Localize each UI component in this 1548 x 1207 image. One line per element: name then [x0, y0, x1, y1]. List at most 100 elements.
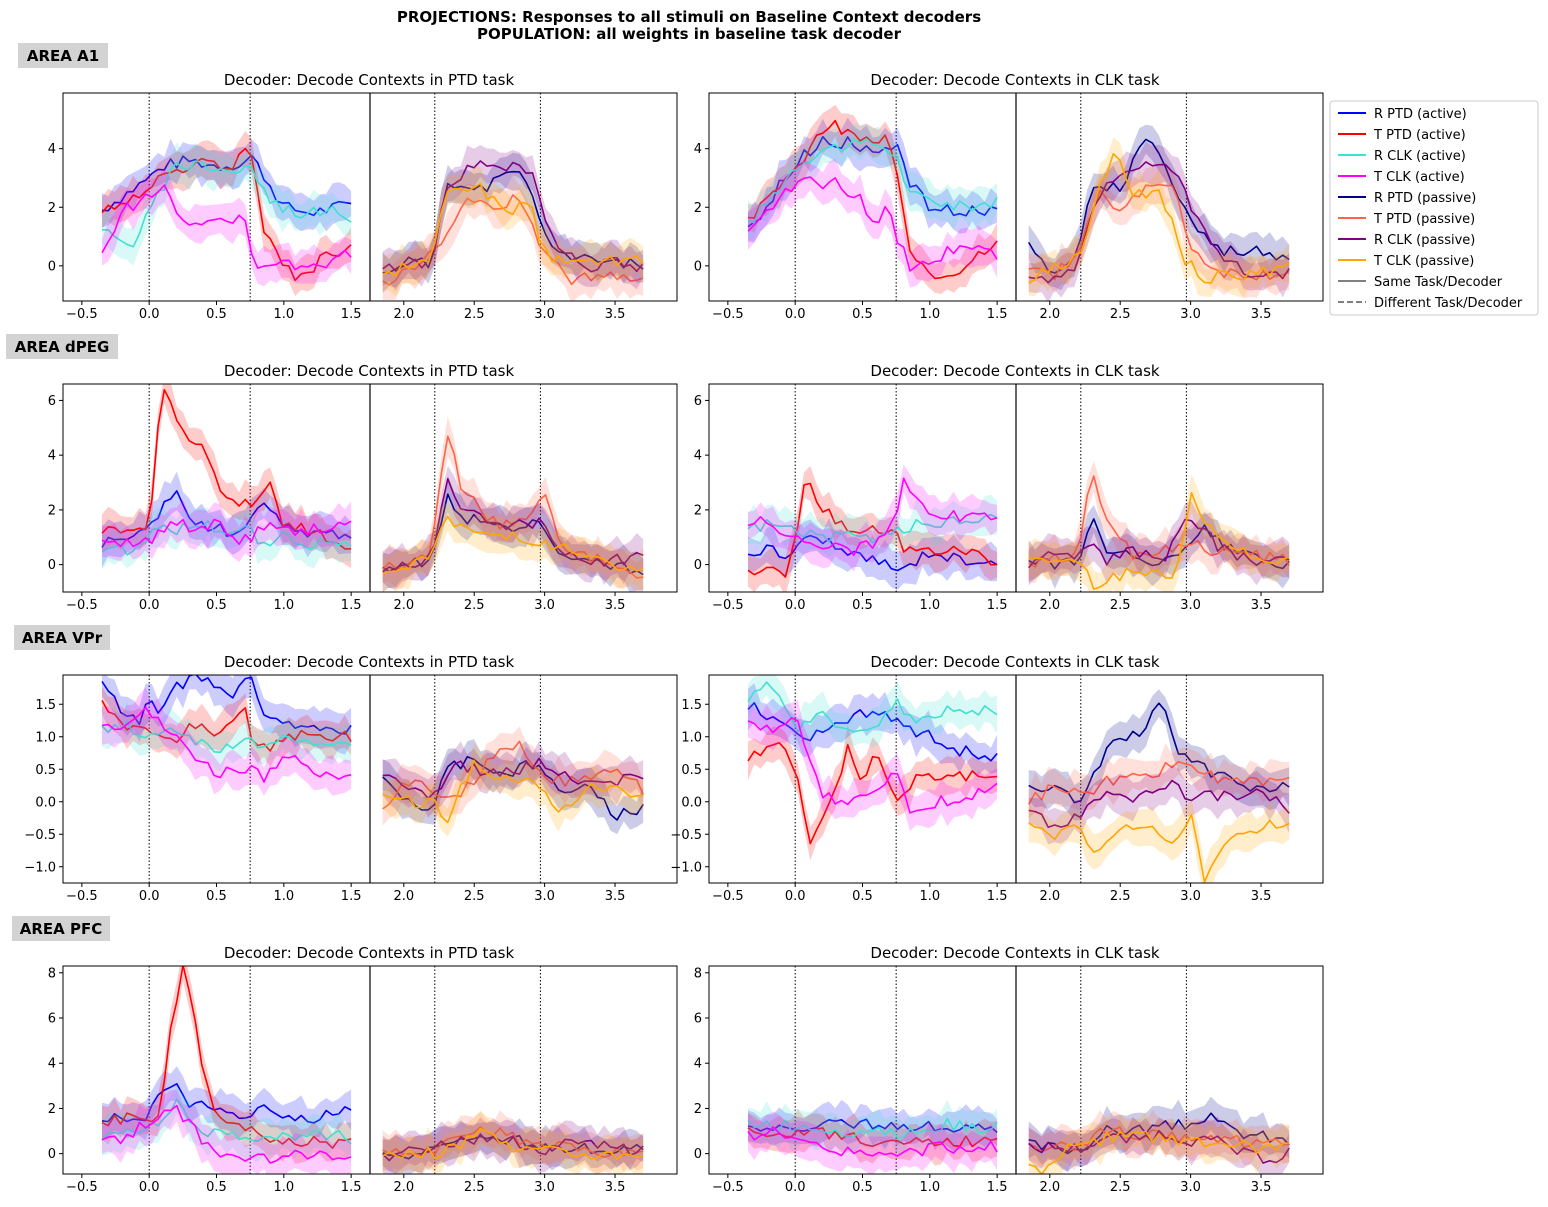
- series-line: [747, 513, 998, 544]
- series-line: [1028, 813, 1290, 883]
- y-tick-label: 8: [694, 966, 702, 981]
- series-line: [747, 138, 998, 224]
- confidence-band: [748, 683, 998, 775]
- series-group: [747, 93, 1290, 301]
- series-line: [101, 675, 352, 735]
- x-tick-label: 0.5: [206, 598, 227, 613]
- series-line: [101, 184, 352, 271]
- legend-label: R PTD (passive): [1374, 191, 1476, 206]
- series-line: [1028, 1130, 1290, 1174]
- x-tick-label: −0.5: [66, 1180, 98, 1195]
- series-line: [382, 170, 644, 274]
- x-tick-label: 1.0: [919, 307, 940, 322]
- confidence-band: [382, 743, 644, 837]
- x-tick-label: 0.5: [206, 307, 227, 322]
- series-line: [1028, 702, 1290, 804]
- x-tick-label: 0.5: [852, 598, 873, 613]
- confidence-band: [1028, 505, 1290, 589]
- x-tick-label: −0.5: [712, 307, 744, 322]
- confidence-band: [102, 686, 352, 768]
- confidence-band: [748, 725, 998, 861]
- series-line: [382, 1127, 644, 1160]
- legend-label: R PTD (active): [1374, 107, 1467, 122]
- y-tick-label: 1.0: [35, 730, 56, 745]
- legend: R PTD (active) T PTD (active) R CLK (activ…: [1329, 100, 1539, 316]
- series-line: [382, 755, 644, 821]
- confidence-band: [382, 166, 644, 297]
- x-tick-label: 3.5: [1251, 889, 1272, 904]
- y-tick-label: 2: [48, 503, 56, 518]
- y-tick-label: 6: [48, 394, 56, 409]
- x-tick-label: 2.0: [393, 598, 414, 613]
- x-tick-label: 3.5: [1251, 598, 1272, 613]
- x-tick-label: 2.0: [1039, 598, 1060, 613]
- x-tick-label: 1.5: [341, 307, 362, 322]
- y-tick-label: 2: [694, 503, 702, 518]
- confidence-band: [382, 465, 644, 592]
- subplot-title: Decoder: Decode Contexts in PTD task: [224, 944, 515, 962]
- subplot-panel: Decoder: Decode Contexts in PTD task −0.5…: [48, 362, 678, 613]
- series-line: [747, 135, 998, 228]
- area-label: AREA A1: [27, 47, 99, 65]
- series-group: [747, 384, 1290, 592]
- x-tick-label: 3.5: [605, 307, 626, 322]
- y-tick-label: 0: [48, 1147, 56, 1162]
- x-tick-label: 3.5: [1251, 307, 1272, 322]
- confidence-band: [382, 145, 644, 291]
- legend-frame: [1329, 100, 1539, 316]
- y-tick-label: 0: [48, 259, 56, 274]
- series-line: [101, 147, 352, 282]
- confidence-band: [102, 384, 352, 569]
- x-tick-label: −0.5: [712, 889, 744, 904]
- confidence-band: [102, 507, 352, 570]
- subplot-title: Decoder: Decode Contexts in PTD task: [224, 71, 515, 89]
- confidence-band: [1028, 460, 1290, 584]
- confidence-band: [748, 1109, 998, 1166]
- series-line: [1028, 161, 1290, 284]
- confidence-band: [382, 475, 644, 592]
- x-tick-label: 3.0: [1180, 1180, 1201, 1195]
- y-tick-label: 2: [694, 201, 702, 216]
- x-tick-label: 2.5: [1110, 598, 1131, 613]
- x-tick-label: 1.0: [919, 598, 940, 613]
- x-tick-label: 3.5: [1251, 1180, 1272, 1195]
- series-line: [101, 154, 352, 217]
- area-label-box: [14, 625, 110, 650]
- subplot-panel: Decoder: Decode Contexts in PTD task −0.5…: [48, 944, 678, 1195]
- x-tick-label: 1.5: [341, 889, 362, 904]
- area-label-group: AREA dPEG: [6, 334, 118, 359]
- series-group: [101, 93, 644, 301]
- confidence-band: [382, 1117, 644, 1174]
- series-group: [747, 966, 1290, 1174]
- series-line: [101, 706, 352, 783]
- confidence-band: [382, 175, 644, 301]
- x-tick-label: 2.5: [464, 307, 485, 322]
- confidence-band: [1028, 689, 1290, 821]
- x-tick-label: 0.5: [852, 307, 873, 322]
- series-line: [1028, 491, 1290, 591]
- x-tick-label: 1.0: [273, 307, 294, 322]
- confidence-band: [102, 130, 352, 296]
- confidence-band: [382, 1118, 644, 1174]
- y-tick-label: 0: [694, 558, 702, 573]
- area-label-group: AREA VPr: [14, 625, 110, 650]
- subplot-title: Decoder: Decode Contexts in PTD task: [224, 653, 515, 671]
- y-tick-label: 0: [694, 1147, 702, 1162]
- x-tick-label: −0.5: [66, 889, 98, 904]
- series-line: [747, 716, 998, 814]
- series-line: [747, 482, 998, 578]
- x-tick-label: 3.0: [1180, 598, 1201, 613]
- y-tick-label: 1.0: [681, 730, 702, 745]
- subplot-panel: Decoder: Decode Contexts in CLK task −0.5…: [694, 944, 1324, 1195]
- x-tick-label: 1.0: [919, 889, 940, 904]
- y-tick-label: −1.0: [24, 860, 56, 875]
- subplot-panel: Decoder: Decode Contexts in CLK task −0.5…: [694, 362, 1324, 613]
- confidence-band: [748, 494, 998, 558]
- x-tick-label: 2.0: [1039, 1180, 1060, 1195]
- series-line: [382, 740, 644, 810]
- area-label-box: [6, 334, 118, 359]
- x-tick-label: 2.0: [393, 1180, 414, 1195]
- series-line: [382, 759, 644, 824]
- confidence-band: [1028, 1111, 1290, 1174]
